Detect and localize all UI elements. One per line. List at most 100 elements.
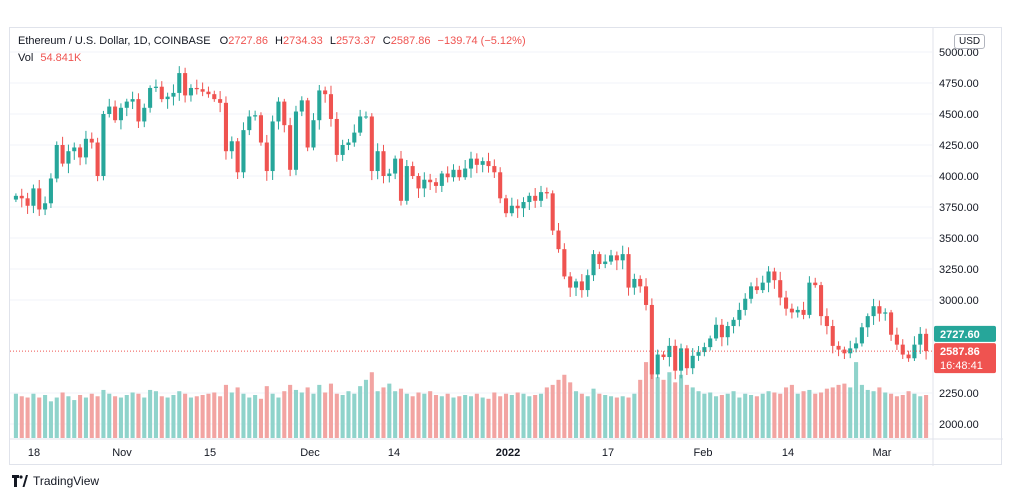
volume-bar xyxy=(562,374,567,438)
volume-bar xyxy=(684,384,689,438)
candle-body xyxy=(352,132,357,143)
volume-bar xyxy=(165,397,170,438)
volume-bar xyxy=(13,393,18,438)
candle-body xyxy=(171,92,176,97)
candle-body xyxy=(772,271,777,281)
candle-body xyxy=(37,188,42,210)
candle-body xyxy=(223,102,228,152)
volume-bar xyxy=(568,382,573,438)
candle-body xyxy=(597,254,602,265)
time-tick-label: Mar xyxy=(873,447,892,459)
candle-body xyxy=(544,192,549,194)
volume-bars xyxy=(13,352,929,438)
price-axis[interactable]: 5000.00 4750.00 4500.00 4250.00 4000.00 3750.… xyxy=(10,28,1003,466)
volume-bar xyxy=(439,396,444,438)
volume-legend: Vol 54.841K xyxy=(18,52,85,64)
tradingview-brand[interactable]: TradingView xyxy=(12,474,99,488)
candle-body xyxy=(159,86,164,100)
time-axis[interactable]: 18 Nov 15 Dec 14 2022 17 Feb 14 Mar xyxy=(28,447,892,459)
time-tick-label: 17 xyxy=(602,447,614,459)
candle-body xyxy=(78,147,83,158)
symbol-title[interactable]: Ethereum / U.S. Dollar, 1D, COINBASE xyxy=(18,35,211,47)
candle-body xyxy=(912,344,917,359)
volume-bar xyxy=(89,393,94,438)
volume-bar xyxy=(894,396,899,438)
volume-bar xyxy=(918,396,923,438)
price-tick-label: 3000.00 xyxy=(939,295,979,307)
volume-bar xyxy=(690,387,695,438)
volume-bar xyxy=(317,384,322,438)
low-label: L xyxy=(329,35,336,47)
candle-body xyxy=(416,176,421,189)
volume-bar xyxy=(597,393,602,438)
candle-body xyxy=(43,203,48,210)
volume-bar xyxy=(60,392,65,438)
volume-bar xyxy=(579,393,584,438)
candle-body xyxy=(538,192,544,201)
price-tick-label: 4500.00 xyxy=(939,109,979,121)
candle-body xyxy=(48,178,53,204)
candle-body xyxy=(696,352,701,356)
volume-bar xyxy=(848,387,853,438)
candle-body xyxy=(358,116,363,133)
candle-body xyxy=(918,333,923,345)
volume-bar xyxy=(480,397,485,438)
candle-body xyxy=(148,87,153,108)
volume-bar xyxy=(585,396,590,438)
candle-body xyxy=(813,282,818,286)
candle-body xyxy=(229,141,234,152)
chart-frame[interactable]: 5000.00 4750.00 4500.00 4250.00 4000.00 3750.… xyxy=(9,27,1003,466)
price-tick-label: 4750.00 xyxy=(939,78,979,90)
candle-body xyxy=(684,348,689,369)
volume-label[interactable]: Vol xyxy=(18,52,34,64)
volume-bar xyxy=(282,391,287,438)
candle-body xyxy=(638,278,643,287)
candle-body xyxy=(124,101,129,108)
price-tick-label: 3500.00 xyxy=(939,233,979,245)
candle-body xyxy=(702,347,707,353)
volume-bar xyxy=(148,389,153,438)
candle-body xyxy=(369,116,374,172)
volume-bar xyxy=(37,397,42,438)
volume-bar xyxy=(305,387,310,438)
candle-body xyxy=(824,316,829,327)
candle-body xyxy=(107,106,112,114)
volume-bar xyxy=(31,393,36,438)
volume-bar xyxy=(410,396,415,438)
volume-bar xyxy=(573,391,579,438)
volume-bar xyxy=(124,395,129,438)
tradingview-logo-icon xyxy=(12,475,28,487)
close-value: 2587.86 xyxy=(390,35,431,47)
volume-bar xyxy=(340,395,345,438)
volume-bar xyxy=(784,387,789,438)
volume-bar xyxy=(229,392,234,438)
high-label: H xyxy=(275,35,283,47)
last-price-value: 2587.86 xyxy=(940,346,980,358)
candle-body xyxy=(422,179,427,189)
volume-bar xyxy=(591,388,596,438)
candle-body xyxy=(725,326,730,338)
candle-body xyxy=(708,338,713,348)
volume-bar xyxy=(924,395,929,438)
candle-body xyxy=(387,173,392,176)
candle-body xyxy=(498,172,503,199)
time-tick-label: 2022 xyxy=(496,447,520,459)
currency-button[interactable]: USD xyxy=(954,34,986,49)
candle-body xyxy=(743,298,748,310)
volume-bar xyxy=(445,393,450,438)
candle-body xyxy=(66,151,71,164)
volume-bar xyxy=(667,372,672,438)
volume-bar xyxy=(714,396,719,438)
volume-bar xyxy=(153,391,158,438)
time-tick-label: 14 xyxy=(782,447,794,459)
volume-bar xyxy=(492,392,497,438)
candle-body xyxy=(153,86,158,88)
price-tick-label: 2000.00 xyxy=(939,419,979,431)
candle-body xyxy=(889,312,894,335)
candlestick-chart[interactable]: 5000.00 4750.00 4500.00 4250.00 4000.00 3750.… xyxy=(10,28,1003,466)
low-value: 2573.37 xyxy=(335,35,376,47)
candle-body xyxy=(492,166,497,173)
bar-countdown: 16:48:41 xyxy=(940,360,983,372)
time-tick-label: Feb xyxy=(694,447,713,459)
volume-bar xyxy=(48,401,53,438)
